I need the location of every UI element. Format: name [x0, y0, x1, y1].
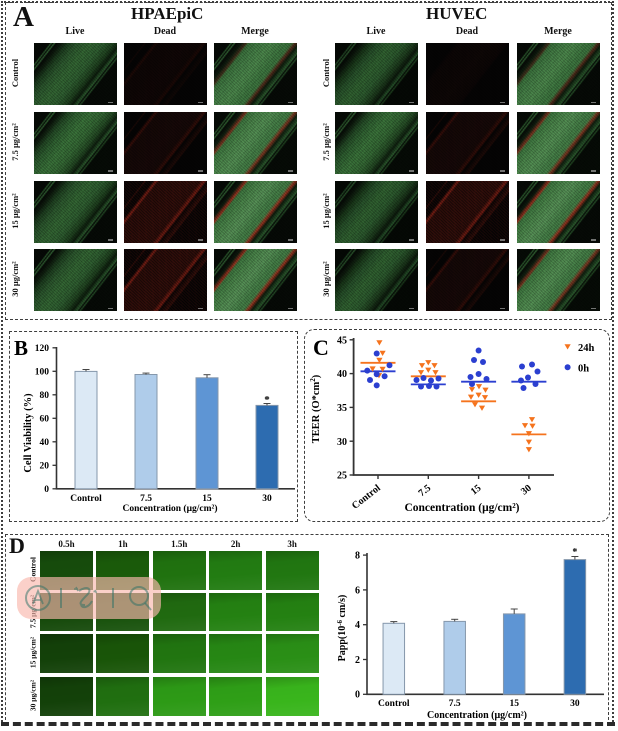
svg-text:80: 80	[40, 391, 50, 401]
svg-text:TEER (O*cm2): TEER (O*cm2)	[309, 374, 322, 443]
svg-text:7.5: 7.5	[140, 494, 152, 504]
svg-text:*: *	[572, 547, 577, 558]
svg-text:B: B	[14, 336, 28, 360]
svg-text:45: 45	[337, 335, 347, 346]
svg-text:Control: Control	[70, 494, 102, 504]
svg-text:15: 15	[509, 699, 519, 709]
svg-text:30: 30	[519, 483, 534, 498]
svg-text:15: 15	[469, 483, 484, 498]
svg-text:C: C	[313, 335, 329, 360]
svg-text:4: 4	[355, 620, 360, 631]
svg-text:15: 15	[202, 494, 212, 504]
svg-text:Cell Viability (%): Cell Viability (%)	[23, 393, 34, 473]
svg-text:24h: 24h	[578, 343, 595, 354]
svg-text:60: 60	[40, 415, 50, 425]
svg-text:Papp(10-6 cm/s): Papp(10-6 cm/s)	[336, 595, 348, 662]
svg-text:120: 120	[35, 344, 50, 354]
svg-text:0: 0	[44, 485, 49, 495]
svg-text:6: 6	[355, 585, 360, 596]
svg-text:7.5: 7.5	[417, 483, 434, 499]
svg-text:40: 40	[40, 438, 50, 448]
svg-text:Control: Control	[350, 483, 383, 512]
svg-text:7.5: 7.5	[449, 699, 461, 709]
svg-text:30: 30	[337, 437, 347, 448]
svg-text:0: 0	[355, 690, 360, 701]
svg-text:30: 30	[570, 699, 580, 709]
svg-text:2: 2	[355, 655, 360, 666]
svg-text:0h: 0h	[578, 364, 589, 375]
svg-text:Concentration (μg/cm²): Concentration (μg/cm²)	[427, 710, 527, 721]
svg-text:25: 25	[337, 471, 347, 482]
svg-text:Concentration (μg/cm²): Concentration (μg/cm²)	[404, 502, 519, 514]
svg-text:40: 40	[337, 369, 347, 380]
svg-text:*: *	[264, 394, 270, 406]
svg-text:Concentration (μg/cm²): Concentration (μg/cm²)	[122, 503, 217, 514]
svg-text:Control: Control	[378, 699, 410, 709]
svg-text:30: 30	[262, 494, 272, 504]
svg-text:8: 8	[355, 551, 360, 562]
svg-text:100: 100	[35, 368, 50, 378]
svg-text:35: 35	[337, 403, 347, 414]
svg-text:20: 20	[40, 462, 50, 472]
